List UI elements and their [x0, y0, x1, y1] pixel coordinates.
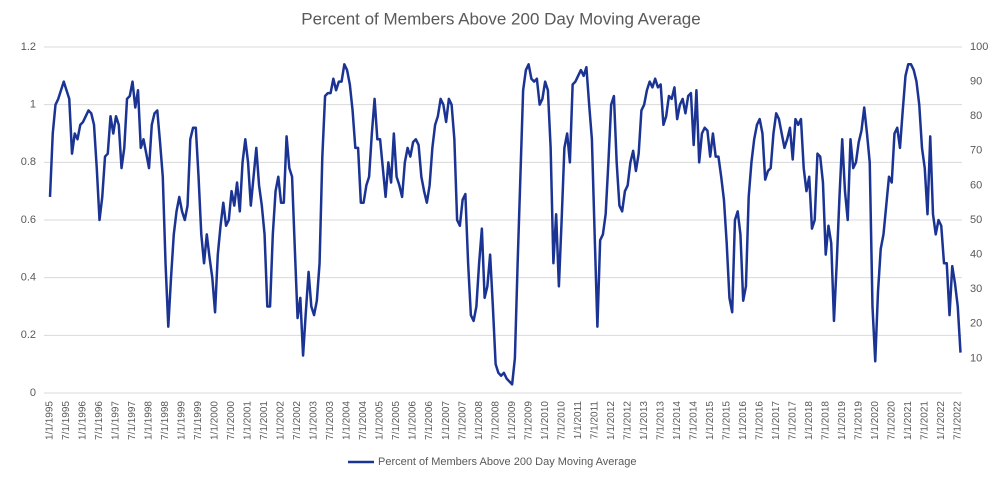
x-tick-label: 7/1/1995	[61, 401, 72, 440]
x-tick-label: 1/1/2010	[540, 401, 551, 440]
y2-tick-label: 90	[970, 76, 982, 88]
x-tick-label: 1/1/2013	[639, 401, 650, 440]
x-tick-label: 1/1/2006	[408, 401, 419, 440]
x-tick-label: 1/1/2022	[936, 401, 947, 440]
x-tick-label: 7/1/2001	[259, 401, 270, 440]
x-tick-label: 7/1/2011	[589, 401, 600, 440]
x-tick-label: 1/1/1999	[177, 401, 188, 440]
y2-tick-label: 80	[970, 110, 982, 122]
x-tick-label: 1/1/2018	[804, 401, 815, 440]
x-tick-label: 7/1/2008	[490, 401, 501, 440]
x-tick-label: 1/1/2011	[573, 401, 584, 440]
y-tick-label: 0.4	[21, 272, 36, 284]
x-tick-label: 1/1/2021	[903, 401, 914, 440]
legend-label: Percent of Members Above 200 Day Moving …	[378, 456, 636, 468]
x-tick-label: 1/1/2009	[507, 401, 518, 440]
x-tick-label: 1/1/2012	[606, 401, 617, 440]
x-tick-label: 7/1/2005	[391, 401, 402, 440]
x-tick-label: 7/1/1998	[160, 401, 171, 440]
x-tick-label: 7/1/2003	[325, 401, 336, 440]
y-tick-label: 0.2	[21, 329, 36, 341]
x-tick-label: 1/1/2002	[276, 401, 287, 440]
x-tick-label: 1/1/2003	[309, 401, 320, 440]
x-tick-label: 1/1/2016	[738, 401, 749, 440]
y2-tick-label: 100	[970, 41, 988, 53]
chart-title: Percent of Members Above 200 Day Moving …	[301, 9, 700, 28]
x-tick-label: 7/1/2021	[919, 401, 930, 440]
x-tick-label: 7/1/1997	[127, 401, 138, 440]
x-tick-label: 1/1/2004	[342, 401, 353, 440]
x-tick-label: 1/1/2019	[837, 401, 848, 440]
x-tick-label: 1/1/2008	[474, 401, 485, 440]
x-tick-label: 1/1/1996	[78, 401, 89, 440]
x-tick-label: 7/1/2019	[853, 401, 864, 440]
x-tick-label: 1/1/2000	[210, 401, 221, 440]
x-tick-label: 7/1/2007	[457, 401, 468, 440]
x-tick-label: 1/1/2015	[705, 401, 716, 440]
y2-tick-label: 30	[970, 283, 982, 295]
y2-tick-label: 20	[970, 318, 982, 330]
x-tick-label: 7/1/2020	[886, 401, 897, 440]
y2-tick-label: 60	[970, 179, 982, 191]
y-tick-label: 1	[30, 99, 36, 111]
x-tick-label: 1/1/2014	[672, 401, 683, 440]
x-tick-label: 7/1/1999	[193, 401, 204, 440]
x-tick-label: 7/1/2000	[226, 401, 237, 440]
x-tick-label: 1/1/2007	[441, 401, 452, 440]
x-tick-label: 7/1/2015	[721, 401, 732, 440]
x-tick-label: 1/1/2005	[375, 401, 386, 440]
x-tick-label: 7/1/2012	[622, 401, 633, 440]
y2-tick-label: 50	[970, 214, 982, 226]
data-line	[48, 63, 962, 386]
y-tick-label: 0.8	[21, 156, 36, 168]
x-tick-label: 7/1/2013	[655, 401, 666, 440]
x-tick-label: 7/1/2014	[688, 401, 699, 440]
x-tick-label: 1/1/1997	[111, 401, 122, 440]
x-tick-label: 7/1/2016	[754, 401, 765, 440]
x-tick-label: 7/1/2017	[787, 401, 798, 440]
x-tick-label: 7/1/1996	[94, 401, 105, 440]
x-tick-label: 1/1/2001	[243, 401, 254, 440]
y-tick-label: 1.2	[21, 41, 36, 53]
x-tick-label: 1/1/2017	[771, 401, 782, 440]
y-tick-label: 0.6	[21, 214, 36, 226]
y2-tick-label: 40	[970, 249, 982, 261]
x-tick-label: 7/1/2010	[556, 401, 567, 440]
x-tick-label: 1/1/1995	[45, 401, 56, 440]
x-tick-label: 7/1/2002	[292, 401, 303, 440]
y-tick-label: 0	[30, 387, 36, 399]
x-tick-label: 7/1/2009	[523, 401, 534, 440]
x-tick-label: 1/1/2020	[870, 401, 881, 440]
y2-tick-label: 10	[970, 352, 982, 364]
x-tick-label: 7/1/2022	[952, 401, 963, 440]
x-tick-label: 7/1/2006	[424, 401, 435, 440]
x-tick-label: 7/1/2018	[820, 401, 831, 440]
y2-tick-label: 70	[970, 145, 982, 157]
x-tick-label: 7/1/2004	[358, 401, 369, 440]
x-tick-label: 1/1/1998	[144, 401, 155, 440]
